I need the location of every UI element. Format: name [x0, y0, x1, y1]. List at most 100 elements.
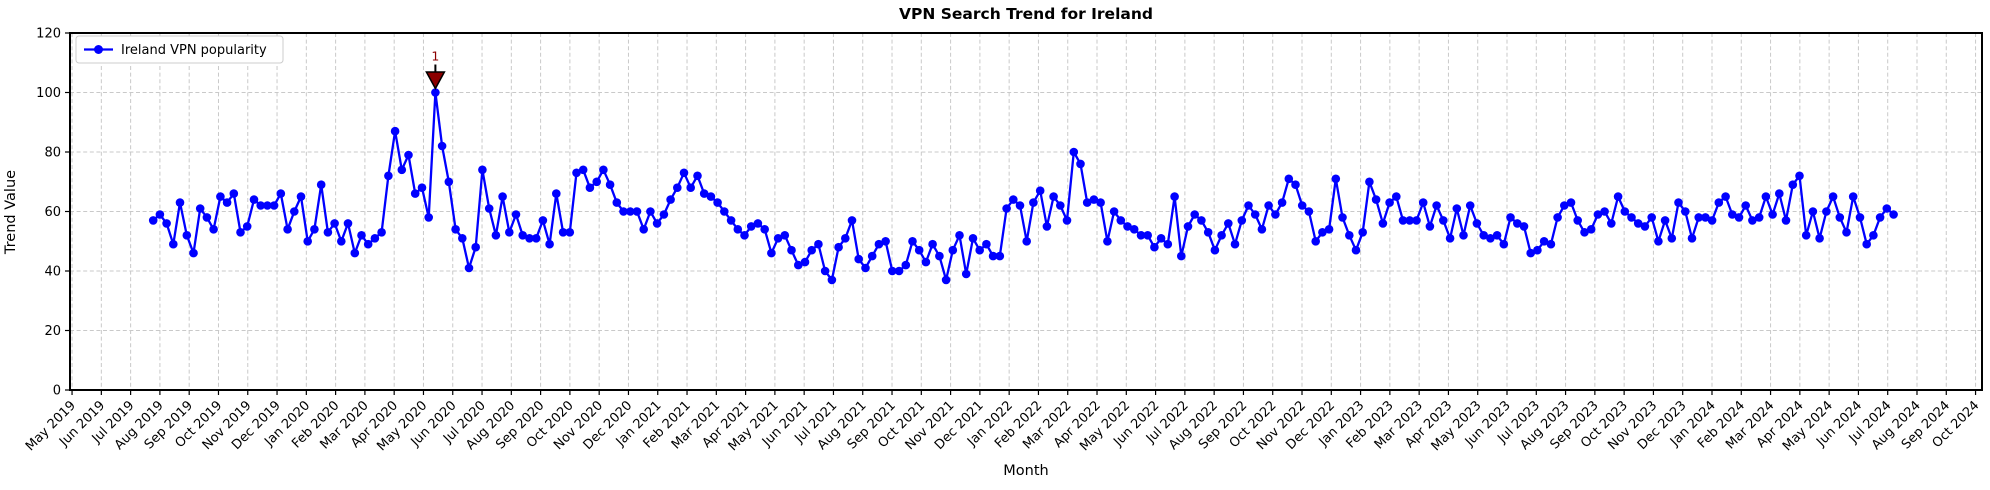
data-point: [659, 210, 669, 219]
data-point: [746, 222, 756, 231]
data-point: [1136, 231, 1146, 240]
data-point: [914, 245, 924, 255]
data-point: [639, 225, 648, 234]
data-point: [1002, 204, 1011, 213]
data-point: [1177, 251, 1186, 261]
data-point: [955, 231, 964, 240]
data-point: [1304, 207, 1314, 216]
data-point: [1163, 239, 1173, 249]
data-point: [1875, 213, 1885, 222]
data-point: [1049, 192, 1058, 201]
data-point: [1728, 210, 1737, 219]
data-point: [1277, 198, 1287, 207]
data-point: [1775, 189, 1784, 198]
y-tick-label: 0: [53, 384, 61, 399]
data-point: [1465, 201, 1475, 210]
data-point: [1633, 219, 1643, 228]
data-point: [236, 228, 245, 237]
data-point: [619, 207, 628, 216]
data-point: [1586, 225, 1596, 234]
data-point: [1076, 159, 1085, 169]
data-point: [1560, 201, 1569, 210]
data-point: [888, 266, 897, 276]
data-point: [1029, 198, 1038, 207]
data-point: [1123, 222, 1132, 231]
data-point: [1143, 231, 1152, 240]
data-point: [1425, 222, 1435, 231]
data-point: [310, 225, 319, 234]
data-point: [229, 189, 239, 198]
data-point: [417, 183, 427, 192]
data-point: [518, 231, 527, 240]
data-point: [1015, 201, 1025, 210]
data-point: [1035, 186, 1045, 195]
data-point: [585, 183, 595, 192]
data-point: [491, 231, 501, 240]
data-point: [1748, 216, 1757, 225]
data-point: [901, 260, 911, 270]
data-point: [847, 216, 857, 225]
data-point: [249, 195, 259, 204]
data-point: [646, 207, 655, 216]
data-point: [767, 248, 776, 258]
peak-annotation: 1: [425, 49, 446, 91]
data-point: [699, 189, 709, 198]
data-point: [316, 180, 326, 189]
y-axis-label: Trend Value: [3, 170, 19, 255]
data-point: [827, 275, 837, 285]
data-point: [1506, 213, 1515, 222]
data-point: [861, 263, 870, 273]
y-tick-label: 120: [36, 27, 61, 42]
data-point: [175, 198, 185, 207]
data-point: [458, 234, 467, 243]
y-tick-label: 60: [44, 205, 61, 220]
data-point: [1640, 222, 1650, 231]
data-point: [874, 239, 884, 249]
trend-line: [152, 91, 1895, 282]
y-tick-label: 80: [44, 146, 61, 161]
data-point: [1573, 216, 1582, 225]
data-point: [552, 189, 561, 198]
x-axis-label: Month: [1003, 463, 1048, 479]
data-point: [968, 234, 978, 243]
data-point: [1197, 216, 1206, 225]
data-point: [269, 201, 279, 210]
data-point: [908, 237, 917, 246]
data-point: [632, 207, 642, 216]
data-point: [148, 216, 158, 225]
data-point: [1519, 222, 1529, 231]
data-point: [1210, 245, 1220, 255]
data-point: [1271, 210, 1280, 219]
data-point: [666, 195, 675, 204]
data-point: [1613, 192, 1623, 201]
data-point: [202, 213, 212, 222]
data-point: [256, 201, 266, 210]
data-point: [626, 207, 635, 216]
data-point: [431, 88, 440, 97]
data-point: [679, 168, 689, 178]
data-point: [1707, 216, 1717, 225]
data-point: [1533, 245, 1542, 255]
data-point: [1741, 201, 1750, 210]
data-point: [605, 180, 615, 189]
data-point: [1237, 216, 1247, 225]
data-point: [881, 237, 890, 246]
data-point: [1412, 216, 1421, 225]
data-point: [1479, 231, 1488, 240]
data-point: [1358, 228, 1367, 237]
data-point: [1721, 192, 1730, 201]
data-point: [498, 192, 507, 201]
data-point: [1513, 219, 1522, 228]
data-point: [760, 225, 769, 234]
data-point: [867, 251, 877, 261]
data-point: [1365, 177, 1374, 187]
data-point: [1694, 213, 1703, 222]
data-point: [1486, 234, 1495, 243]
data-point: [1150, 242, 1159, 252]
legend-label: Ireland VPN popularity: [121, 43, 267, 58]
data-point: [263, 201, 272, 210]
data-point: [1009, 195, 1018, 204]
annotation-label: 1: [431, 49, 439, 64]
data-point: [1398, 216, 1408, 225]
data-point: [612, 198, 622, 207]
